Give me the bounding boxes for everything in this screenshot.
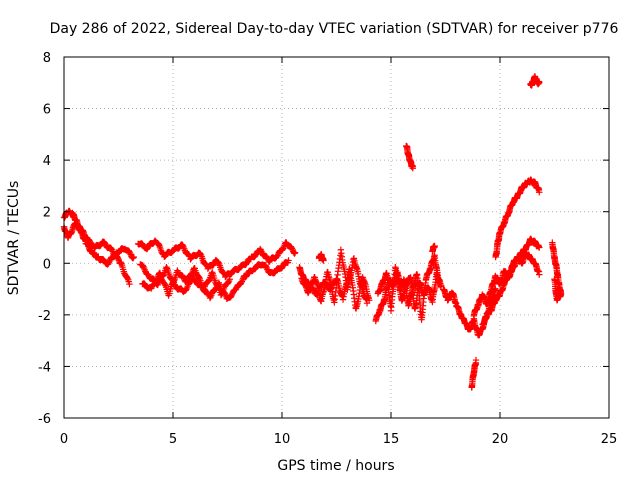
data-point <box>126 248 133 256</box>
data-point <box>195 274 203 281</box>
data-point <box>228 291 236 298</box>
y-axis-title: SDTVAR / TECUs <box>6 181 22 296</box>
data-point <box>257 246 265 254</box>
y-tick-label: 6 <box>43 103 51 118</box>
y-tick-label: -4 <box>38 360 51 375</box>
data-point <box>363 299 371 307</box>
data-point <box>219 290 226 297</box>
data-point <box>215 259 222 266</box>
x-axis-title: GPS time / hours <box>277 458 394 474</box>
data-point <box>536 79 543 87</box>
data-point <box>174 267 181 274</box>
x-tick-label: 20 <box>492 432 509 447</box>
data-point <box>551 275 558 283</box>
data-point <box>155 241 162 248</box>
y-tick-label: -6 <box>38 412 51 427</box>
data-point <box>409 165 416 172</box>
x-tick-label: 0 <box>60 432 68 447</box>
data-point <box>258 248 265 255</box>
data-point <box>536 271 543 278</box>
y-tick-label: 2 <box>43 206 51 221</box>
data-point <box>536 189 543 196</box>
data-point <box>262 263 270 270</box>
data-point <box>105 259 113 266</box>
chart-title: Day 286 of 2022, Sidereal Day-to-day VTE… <box>50 21 619 37</box>
data-point <box>117 259 124 266</box>
data-point <box>126 280 133 288</box>
data-point <box>156 270 163 277</box>
x-tick-label: 25 <box>601 432 618 447</box>
data-point <box>106 258 113 265</box>
data-point <box>280 245 287 252</box>
data-point <box>183 285 190 293</box>
plot-frame <box>63 56 610 419</box>
data-point <box>161 281 169 288</box>
data-point <box>472 356 480 364</box>
data-point <box>238 279 245 287</box>
data-point <box>152 279 159 286</box>
data-point <box>285 257 292 264</box>
data-point <box>263 264 270 272</box>
data-point <box>225 279 232 286</box>
y-tick-label: 0 <box>43 257 51 272</box>
data-point <box>130 253 137 261</box>
data-point <box>126 249 134 257</box>
data-point <box>291 249 299 256</box>
y-tick-label: -2 <box>38 309 51 324</box>
data-point <box>288 245 296 252</box>
data-point <box>124 275 131 282</box>
data-point <box>435 281 443 289</box>
x-tick-label: 5 <box>169 432 177 447</box>
data-point <box>179 242 187 250</box>
grid <box>64 57 609 418</box>
x-tick-label: 15 <box>383 432 400 447</box>
data-point <box>226 276 233 283</box>
data-point <box>320 257 327 264</box>
data-point <box>228 292 235 300</box>
data-point <box>140 263 147 270</box>
data-point <box>171 277 178 284</box>
data-point <box>536 244 543 251</box>
data-series <box>60 73 565 391</box>
x-tick-label: 10 <box>274 432 291 447</box>
data-point <box>291 250 298 257</box>
y-tick-label: 4 <box>43 154 51 169</box>
tick-labels: 0 5 10 15 20 25 -6 -4 -2 0 2 4 6 8 <box>38 51 617 447</box>
y-tick-label: 8 <box>43 51 51 66</box>
ticks <box>63 56 610 419</box>
data-point <box>114 254 121 261</box>
data-point <box>215 283 222 291</box>
data-point <box>163 264 170 271</box>
data-point <box>431 242 438 250</box>
data-point <box>206 294 214 302</box>
data-point <box>129 254 137 262</box>
data-point <box>205 277 213 284</box>
